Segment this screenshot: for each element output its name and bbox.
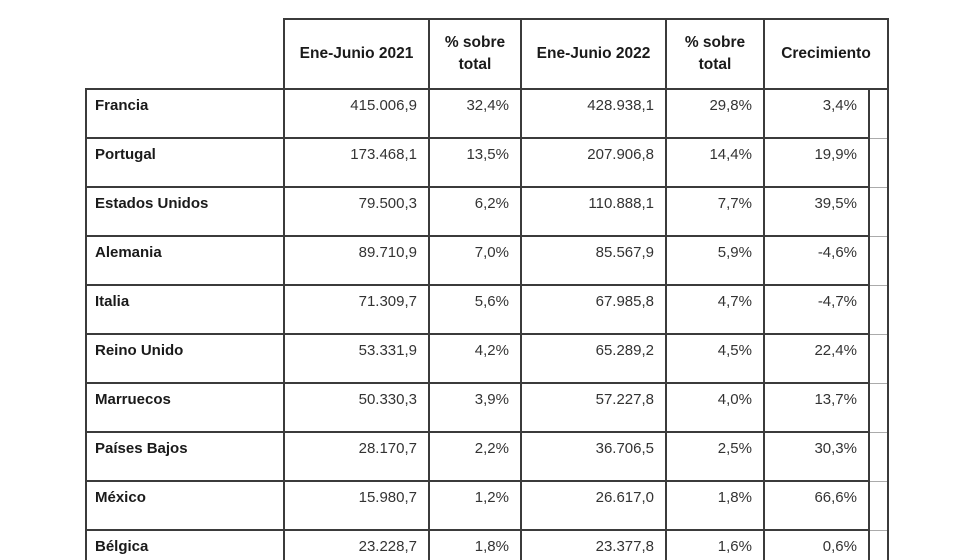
spacer-cell	[868, 480, 889, 531]
value-cell: 0,6%	[763, 529, 870, 560]
value-cell: 1,8%	[428, 529, 522, 560]
value-cell: 28.170,7	[283, 431, 430, 482]
value-cell: 32,4%	[428, 88, 522, 139]
spacer-cell	[868, 235, 889, 286]
value-cell: 1,6%	[665, 529, 765, 560]
country-cell: Portugal	[85, 137, 285, 188]
country-cell: Alemania	[85, 235, 285, 286]
value-cell: 14,4%	[665, 137, 765, 188]
header-pct-sobre-total-2021: % sobre total	[428, 18, 522, 90]
value-cell: 29,8%	[665, 88, 765, 139]
table-row: Estados Unidos 79.500,3 6,2% 110.888,1 7,7% 3…	[85, 186, 889, 237]
header-ene-junio-2022: Ene-Junio 2022	[520, 18, 667, 90]
table-row: Bélgica 23.228,7 1,8% 23.377,8 1,6% 0,6%	[85, 529, 889, 560]
value-cell: 89.710,9	[283, 235, 430, 286]
table-row: Portugal 173.468,1 13,5% 207.906,8 14,4% 19,9…	[85, 137, 889, 188]
value-cell: 2,5%	[665, 431, 765, 482]
table-row: Francia 415.006,9 32,4% 428.938,1 29,8% 3,4%	[85, 88, 889, 139]
spacer-cell	[868, 333, 889, 384]
header-ene-junio-2021: Ene-Junio 2021	[283, 18, 430, 90]
spacer-cell	[868, 284, 889, 335]
value-cell: 3,9%	[428, 382, 522, 433]
country-cell: Francia	[85, 88, 285, 139]
value-cell: 2,2%	[428, 431, 522, 482]
value-cell: 5,9%	[665, 235, 765, 286]
value-cell: 415.006,9	[283, 88, 430, 139]
table-row: Países Bajos 28.170,7 2,2% 36.706,5 2,5% 30,3…	[85, 431, 889, 482]
spacer-cell	[868, 186, 889, 237]
value-cell: 15.980,7	[283, 480, 430, 531]
value-cell: 4,5%	[665, 333, 765, 384]
value-cell: 4,2%	[428, 333, 522, 384]
blank-header-cell	[86, 19, 284, 89]
value-cell: 207.906,8	[520, 137, 667, 188]
spacer-cell	[868, 431, 889, 482]
table-body: Francia 415.006,9 32,4% 428.938,1 29,8% 3,4% P…	[85, 88, 889, 560]
table-row: Italia 71.309,7 5,6% 67.985,8 4,7% -4,7%	[85, 284, 889, 335]
value-cell: 1,8%	[665, 480, 765, 531]
value-cell: 5,6%	[428, 284, 522, 335]
spacer-cell	[868, 529, 889, 560]
value-cell: 66,6%	[763, 480, 870, 531]
value-cell: 79.500,3	[283, 186, 430, 237]
value-cell: 13,7%	[763, 382, 870, 433]
country-cell: México	[85, 480, 285, 531]
country-cell: Países Bajos	[85, 431, 285, 482]
spacer-cell	[868, 137, 889, 188]
value-cell: 1,2%	[428, 480, 522, 531]
value-cell: 36.706,5	[520, 431, 667, 482]
country-cell: Reino Unido	[85, 333, 285, 384]
value-cell: 50.330,3	[283, 382, 430, 433]
value-cell: 22,4%	[763, 333, 870, 384]
value-cell: 6,2%	[428, 186, 522, 237]
value-cell: 71.309,7	[283, 284, 430, 335]
value-cell: 23.228,7	[283, 529, 430, 560]
value-cell: 57.227,8	[520, 382, 667, 433]
value-cell: 39,5%	[763, 186, 870, 237]
value-cell: 13,5%	[428, 137, 522, 188]
country-revenue-table: Ene-Junio 2021 % sobre total Ene-Junio 2…	[85, 18, 889, 560]
header-row: Ene-Junio 2021 % sobre total Ene-Junio 2…	[86, 18, 889, 90]
value-cell: 4,0%	[665, 382, 765, 433]
table-row: Reino Unido 53.331,9 4,2% 65.289,2 4,5% 22,4%	[85, 333, 889, 384]
value-cell: 4,7%	[665, 284, 765, 335]
value-cell: 30,3%	[763, 431, 870, 482]
value-cell: 26.617,0	[520, 480, 667, 531]
value-cell: 65.289,2	[520, 333, 667, 384]
value-cell: 7,0%	[428, 235, 522, 286]
value-cell: -4,7%	[763, 284, 870, 335]
country-cell: Estados Unidos	[85, 186, 285, 237]
value-cell: 85.567,9	[520, 235, 667, 286]
spacer-cell	[868, 382, 889, 433]
table-row: México 15.980,7 1,2% 26.617,0 1,8% 66,6%	[85, 480, 889, 531]
value-cell: 19,9%	[763, 137, 870, 188]
value-cell: 23.377,8	[520, 529, 667, 560]
value-cell: 3,4%	[763, 88, 870, 139]
value-cell: 67.985,8	[520, 284, 667, 335]
header-pct-sobre-total-2022: % sobre total	[665, 18, 765, 90]
table-row: Alemania 89.710,9 7,0% 85.567,9 5,9% -4,6%	[85, 235, 889, 286]
table-row: Marruecos 50.330,3 3,9% 57.227,8 4,0% 13,7%	[85, 382, 889, 433]
value-cell: 53.331,9	[283, 333, 430, 384]
table-header: Ene-Junio 2021 % sobre total Ene-Junio 2…	[86, 18, 889, 90]
value-cell: 173.468,1	[283, 137, 430, 188]
country-cell: Italia	[85, 284, 285, 335]
country-cell: Bélgica	[85, 529, 285, 560]
country-cell: Marruecos	[85, 382, 285, 433]
value-cell: 110.888,1	[520, 186, 667, 237]
spacer-cell	[868, 88, 889, 139]
header-crecimiento: Crecimiento	[763, 18, 889, 90]
value-cell: 7,7%	[665, 186, 765, 237]
value-cell: -4,6%	[763, 235, 870, 286]
value-cell: 428.938,1	[520, 88, 667, 139]
